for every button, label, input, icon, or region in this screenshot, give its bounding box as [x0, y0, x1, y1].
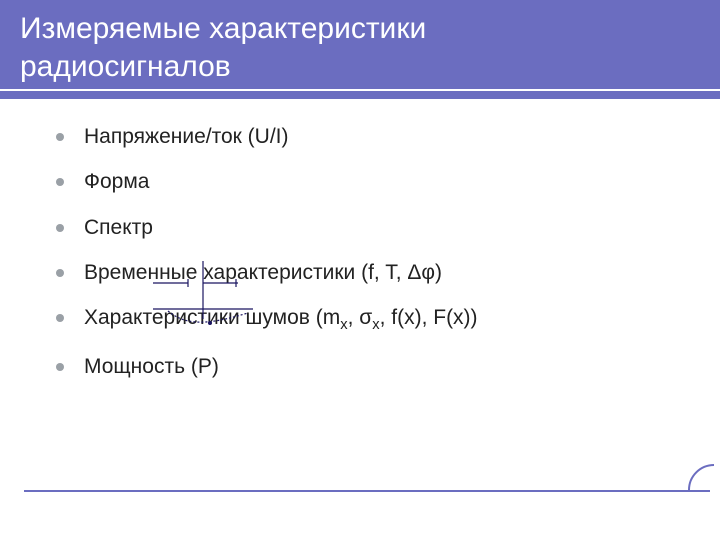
- bullet-icon: [56, 133, 64, 141]
- bullet-icon: [56, 178, 64, 186]
- list-item-label: Форма: [84, 170, 149, 193]
- list-item: Напряжение/ток (U/I): [56, 123, 680, 150]
- title-line-2: радиосигналов: [20, 48, 700, 86]
- waveform-sketch-icon: [148, 259, 258, 334]
- bullet-icon: [56, 314, 64, 322]
- slide-body: Напряжение/ток (U/I) Форма Спектр Времен…: [0, 99, 720, 439]
- bullet-icon: [56, 269, 64, 277]
- waveform-lines: [153, 261, 253, 319]
- list-item: Форма: [56, 168, 680, 195]
- bullet-icon: [56, 224, 64, 232]
- list-item-label: Спектр: [84, 216, 153, 239]
- list-item: Мощность (P): [56, 353, 680, 380]
- bottom-rule: [24, 490, 710, 493]
- header-underline: [0, 89, 720, 91]
- list-item-label: Напряжение/ток (U/I): [84, 125, 289, 148]
- list-item-label: Характеристики шумов (mx, σx, f(x), F(x)…: [84, 306, 478, 329]
- waveform-decay-curve: [168, 311, 248, 322]
- list-item-label: Мощность (P): [84, 355, 219, 378]
- bullet-icon: [56, 363, 64, 371]
- bullet-list: Напряжение/ток (U/I) Форма Спектр Времен…: [56, 123, 680, 381]
- slide-header: Измеряемые характеристики радиосигналов: [0, 0, 720, 99]
- list-item: Спектр: [56, 214, 680, 241]
- waveform-small-mark: [208, 321, 212, 325]
- list-item-label: Временные характеристики (f, T, Δφ): [84, 261, 442, 284]
- title-line-1: Измеряемые характеристики: [20, 10, 700, 48]
